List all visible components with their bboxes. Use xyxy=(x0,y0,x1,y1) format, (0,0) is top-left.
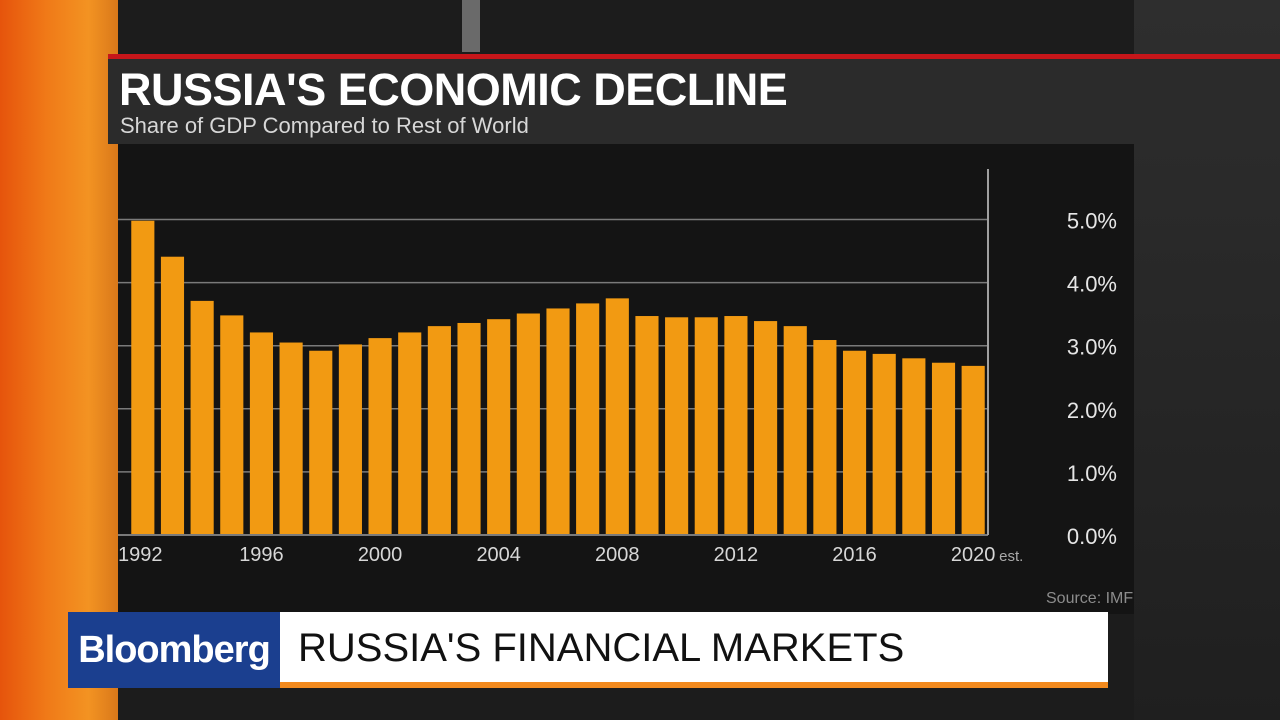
bar xyxy=(368,338,392,535)
x-tick-label: 2004 xyxy=(476,544,521,566)
x-tick-label: 1992 xyxy=(118,544,163,566)
brand-logo-text: Bloomberg xyxy=(78,628,271,671)
bar xyxy=(516,313,540,535)
chart-title: RUSSIA'S ECONOMIC DECLINE xyxy=(119,64,788,115)
bar xyxy=(635,316,659,535)
x-tick-label: 2008 xyxy=(595,544,640,566)
bar xyxy=(487,319,511,535)
bar xyxy=(546,308,570,535)
bar xyxy=(160,256,185,535)
headline-banner: RUSSIA'S FINANCIAL MARKETS xyxy=(280,612,1108,688)
y-tick-label: 0.0% xyxy=(1067,524,1117,549)
bar xyxy=(457,322,481,535)
headline-text: RUSSIA'S FINANCIAL MARKETS xyxy=(298,626,905,670)
title-accent-rule xyxy=(108,54,1280,59)
x-tick-label: 1996 xyxy=(239,544,284,566)
bar xyxy=(694,317,718,535)
y-tick-label: 3.0% xyxy=(1067,335,1117,360)
bar xyxy=(249,332,274,535)
bar xyxy=(783,326,807,535)
bar xyxy=(724,316,748,535)
bar xyxy=(309,350,333,535)
bar-chart: 0.0% 1.0% 2.0% 3.0% 4.0% 5.0% 1992 1996 2000 2004… xyxy=(118,169,1117,566)
bar xyxy=(398,332,422,535)
bar xyxy=(220,315,244,535)
bar xyxy=(665,317,689,535)
source-note: Source: IMF xyxy=(1046,590,1134,607)
bar xyxy=(872,353,896,535)
chart-subtitle: Share of GDP Compared to Rest of World xyxy=(120,113,529,138)
lower-third: Bloomberg RUSSIA'S FINANCIAL MARKETS xyxy=(68,612,1108,688)
x-tick-label: 2020 xyxy=(951,544,996,566)
bar xyxy=(605,298,629,535)
x-tick-suffix: est. xyxy=(999,548,1023,565)
y-tick-label: 2.0% xyxy=(1067,398,1117,423)
x-tick-label: 2012 xyxy=(714,544,759,566)
bar xyxy=(931,362,956,535)
bar xyxy=(842,350,867,535)
y-tick-label: 5.0% xyxy=(1067,208,1117,233)
x-tick-label: 2016 xyxy=(832,544,877,566)
bar xyxy=(813,340,837,535)
brand-logo: Bloomberg xyxy=(68,612,280,688)
background-stripe xyxy=(462,0,480,52)
y-tick-label: 1.0% xyxy=(1067,461,1117,486)
bar xyxy=(754,321,778,535)
bar xyxy=(338,344,362,535)
bar xyxy=(961,365,985,535)
chart-panel: 0.0% 1.0% 2.0% 3.0% 4.0% 5.0% 1992 1996 2000 2004… xyxy=(118,144,1134,614)
bar xyxy=(576,303,600,535)
bar xyxy=(190,300,214,535)
bar xyxy=(427,326,451,535)
title-panel xyxy=(108,59,1280,144)
x-tick-label: 2000 xyxy=(358,544,403,566)
y-tick-label: 4.0% xyxy=(1067,272,1117,297)
background-orange-panel xyxy=(0,0,118,720)
bar xyxy=(902,358,926,535)
bar xyxy=(279,342,303,535)
bar xyxy=(131,220,155,536)
